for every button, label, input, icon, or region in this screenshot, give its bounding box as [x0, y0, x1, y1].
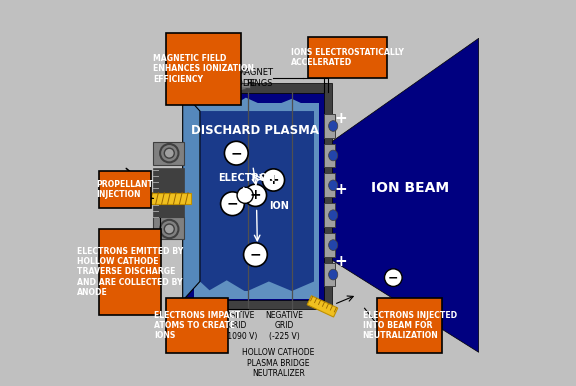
- Ellipse shape: [328, 121, 338, 131]
- Text: POSITIVE
GRID
(+1090 V): POSITIVE GRID (+1090 V): [218, 311, 257, 341]
- Ellipse shape: [328, 150, 338, 161]
- Bar: [324, 203, 335, 227]
- Circle shape: [164, 148, 175, 158]
- Text: ELECTRONS INJECTED
INTO BEAM FOR
NEUTRALIZATION: ELECTRONS INJECTED INTO BEAM FOR NEUTRAL…: [362, 311, 457, 340]
- Circle shape: [262, 169, 285, 191]
- Bar: [183, 83, 326, 93]
- Circle shape: [160, 220, 179, 238]
- Bar: [153, 217, 184, 239]
- Ellipse shape: [328, 210, 338, 220]
- Circle shape: [221, 192, 244, 216]
- Polygon shape: [200, 280, 314, 292]
- Text: ION BEAM: ION BEAM: [372, 181, 450, 195]
- Circle shape: [160, 144, 179, 163]
- Polygon shape: [200, 98, 314, 111]
- Bar: [324, 83, 332, 310]
- Circle shape: [164, 224, 175, 234]
- Bar: [153, 169, 184, 218]
- Polygon shape: [183, 83, 250, 88]
- Text: +: +: [335, 254, 347, 269]
- Text: PROPELLANT
INJECTION: PROPELLANT INJECTION: [97, 180, 154, 199]
- Ellipse shape: [328, 180, 338, 191]
- Polygon shape: [183, 92, 326, 308]
- FancyBboxPatch shape: [99, 171, 151, 208]
- Text: −: −: [227, 197, 238, 211]
- Polygon shape: [183, 88, 250, 93]
- Polygon shape: [307, 296, 338, 317]
- FancyBboxPatch shape: [166, 33, 241, 105]
- Text: ANODE: ANODE: [224, 80, 256, 88]
- FancyBboxPatch shape: [99, 229, 161, 315]
- Polygon shape: [194, 103, 319, 299]
- Text: −: −: [230, 146, 242, 160]
- Ellipse shape: [328, 240, 338, 251]
- Text: HOLLOW CATHODE
PLASMA BRIDGE
NEUTRALIZER: HOLLOW CATHODE PLASMA BRIDGE NEUTRALIZER: [242, 349, 314, 378]
- Text: IONS ELECTROSTATICALLY
ACCELERATED: IONS ELECTROSTATICALLY ACCELERATED: [291, 48, 404, 67]
- Circle shape: [244, 243, 267, 267]
- Text: ION: ION: [270, 201, 290, 211]
- Text: DISCHARD PLASMA: DISCHARD PLASMA: [191, 124, 320, 137]
- Bar: [153, 142, 184, 165]
- Ellipse shape: [328, 269, 338, 280]
- Circle shape: [225, 141, 248, 165]
- FancyBboxPatch shape: [308, 37, 387, 78]
- Bar: [324, 263, 335, 286]
- FancyBboxPatch shape: [166, 298, 228, 354]
- Text: +: +: [268, 173, 279, 187]
- Bar: [324, 114, 335, 138]
- Text: −: −: [249, 248, 262, 262]
- Circle shape: [385, 269, 402, 286]
- Bar: [324, 233, 335, 257]
- Text: −: −: [388, 271, 399, 284]
- Bar: [135, 193, 191, 204]
- Circle shape: [244, 184, 267, 207]
- FancyBboxPatch shape: [377, 298, 442, 354]
- Text: NEGATIVE
GRID
(-225 V): NEGATIVE GRID (-225 V): [265, 311, 303, 341]
- Text: ELECTRONS EMITTED BY
HOLLOW CATHODE
TRAVERSE DISCHARGE
AND ARE COLLECTED BY
ANOD: ELECTRONS EMITTED BY HOLLOW CATHODE TRAV…: [77, 247, 183, 297]
- Bar: [324, 144, 335, 168]
- Text: ELECTRON: ELECTRON: [218, 173, 276, 183]
- Text: +: +: [335, 111, 347, 126]
- Circle shape: [237, 187, 253, 203]
- Text: ELECTRONS IMPACT
ATOMS TO CREATE
IONS: ELECTRONS IMPACT ATOMS TO CREATE IONS: [154, 311, 240, 340]
- Polygon shape: [200, 111, 314, 291]
- Polygon shape: [183, 92, 200, 301]
- Bar: [183, 300, 326, 310]
- Bar: [324, 173, 335, 197]
- Polygon shape: [326, 38, 479, 352]
- Text: MAGNET
RINGS: MAGNET RINGS: [237, 68, 272, 88]
- Text: +: +: [335, 182, 347, 197]
- Text: +: +: [249, 188, 262, 202]
- Text: MAGNETIC FIELD
ENHANCES IONIZATION
EFFICIENCY: MAGNETIC FIELD ENHANCES IONIZATION EFFIC…: [153, 54, 254, 84]
